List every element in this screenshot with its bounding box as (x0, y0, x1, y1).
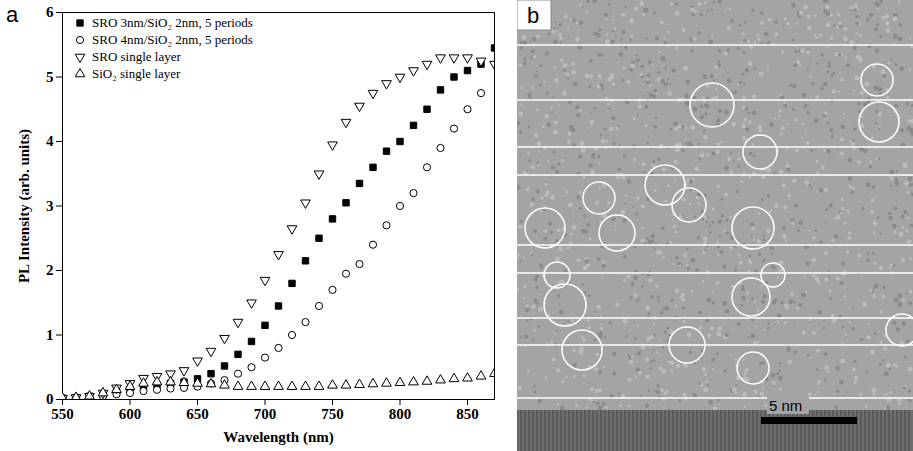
svg-text:750: 750 (321, 406, 344, 422)
svg-text:PL Intensity (arb. units): PL Intensity (arb. units) (16, 129, 33, 283)
html-text:SiO₂ single layer: SiO₂ single layer (92, 66, 181, 81)
svg-text:b: b (527, 3, 539, 28)
svg-text:550: 550 (51, 406, 74, 422)
html-text:SRO 3nm/SiO₂ 2nm, 5 periods: SRO 3nm/SiO₂ 2nm, 5 periods (92, 15, 253, 30)
svg-text:2: 2 (46, 262, 54, 278)
html-text:SRO 4nm/SiO₂ 2nm, 5 periods: SRO 4nm/SiO₂ 2nm, 5 periods (92, 32, 253, 47)
svg-text:Wavelength (nm): Wavelength (nm) (223, 429, 333, 446)
svg-text:700: 700 (254, 406, 277, 422)
svg-text:800: 800 (389, 406, 412, 422)
svg-text:5: 5 (46, 69, 54, 85)
svg-text:1: 1 (46, 327, 54, 343)
svg-text:3: 3 (46, 198, 54, 214)
svg-text:600: 600 (119, 406, 142, 422)
svg-text:650: 650 (186, 406, 209, 422)
svg-text:6: 6 (46, 4, 54, 20)
svg-text:5 nm: 5 nm (769, 397, 802, 414)
svg-text:4: 4 (46, 133, 54, 149)
html-text:SRO single layer: SRO single layer (92, 49, 181, 64)
svg-text:850: 850 (456, 406, 479, 422)
html-text:a: a (6, 2, 19, 27)
svg-text:0: 0 (46, 391, 54, 407)
